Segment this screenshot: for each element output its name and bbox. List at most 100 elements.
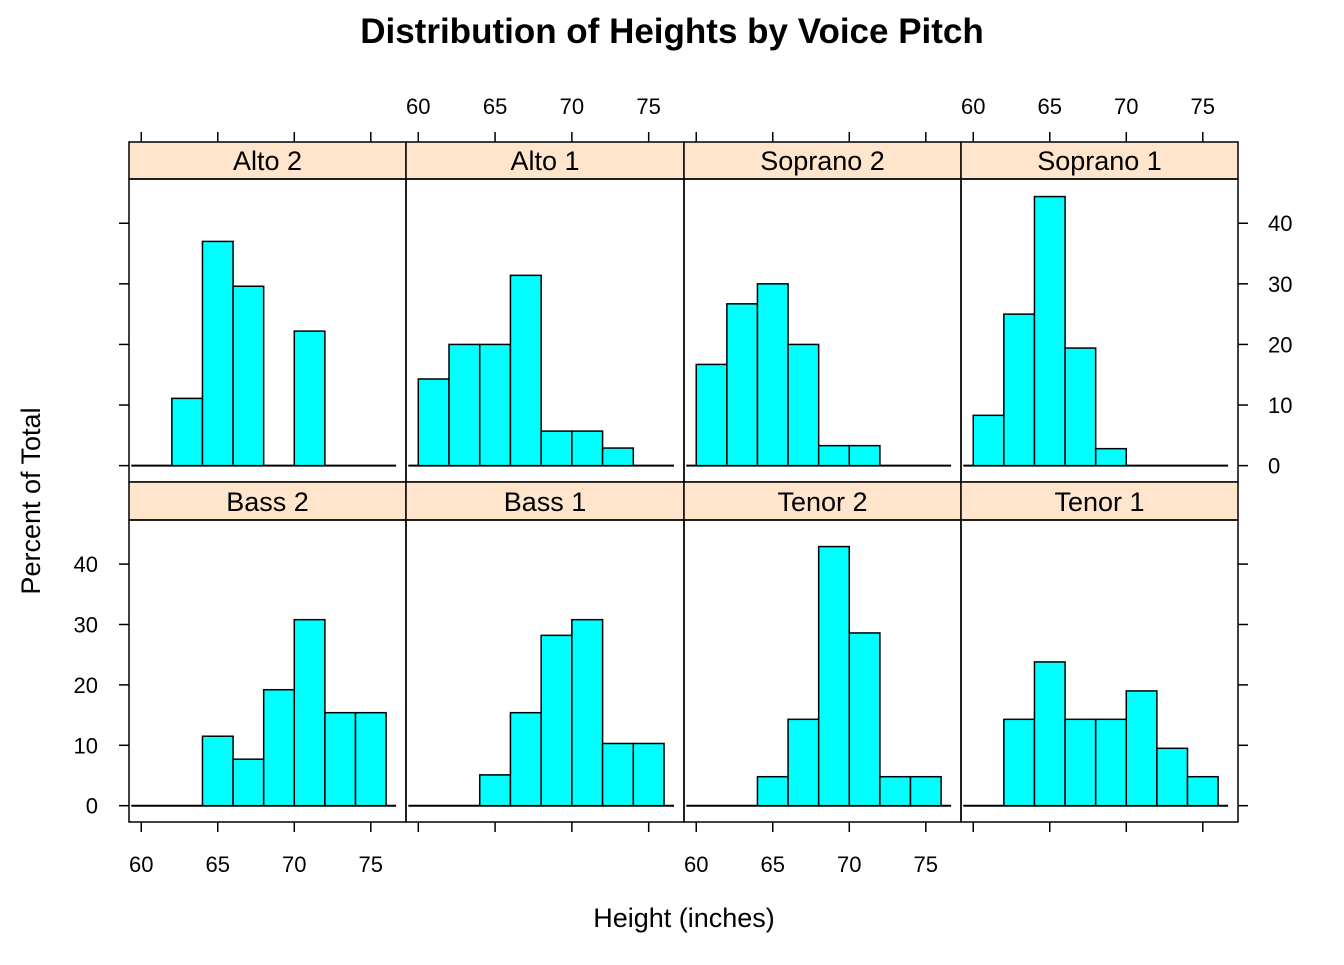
- x-tick-label: 60: [961, 94, 985, 119]
- bar-tenor-2-74: [909, 775, 942, 807]
- bar-alto-1-60: [417, 378, 450, 467]
- y-tick-label: 30: [1268, 272, 1292, 297]
- bar-tenor-1-66: [1064, 718, 1097, 807]
- bar-tenor-1-70: [1125, 690, 1158, 807]
- panel-alto-1: Alto 1 60 65 70 75: [405, 94, 685, 483]
- bar-bass-1-66: [509, 711, 542, 807]
- bar-alto-2-64: [201, 240, 234, 467]
- bar-tenor-1-74: [1186, 775, 1219, 807]
- x-tick-label: 60: [129, 852, 153, 877]
- y-tick-label: 20: [1268, 332, 1292, 357]
- bar-bass-2-74: [354, 711, 387, 807]
- panel-frame-tenor-1: [960, 519, 1239, 823]
- bar-tenor-2-68: [817, 545, 851, 807]
- bar-bass-1-64: [478, 774, 512, 807]
- y-tick-label: 40: [74, 552, 98, 577]
- strip-soprano-2: [683, 141, 962, 180]
- panel-frame-alto-2: [128, 178, 407, 483]
- bar-alto-1-66: [509, 274, 542, 467]
- bar-soprano-1-62: [1003, 313, 1036, 467]
- panel-tenor-2: Tenor 2 60 65 70 75: [683, 481, 962, 877]
- bar-soprano-1-66: [1064, 347, 1097, 467]
- bar-soprano-1-68: [1094, 447, 1128, 467]
- y-tick-label: 10: [74, 733, 98, 758]
- bar-tenor-1-72: [1156, 747, 1189, 807]
- bar-alto-1-68: [540, 430, 573, 467]
- x-tick-label: 75: [914, 852, 938, 877]
- bar-bass-2-64: [201, 735, 234, 807]
- bar-tenor-2-70: [848, 632, 881, 807]
- bar-bass-1-72: [601, 742, 635, 807]
- x-axis-title: Height (inches): [593, 903, 775, 933]
- strip-label-soprano-2: Soprano 2: [760, 146, 885, 176]
- bar-alto-1-64: [478, 343, 512, 467]
- bar-soprano-1-64: [1033, 195, 1066, 467]
- x-tick-label: 60: [406, 94, 430, 119]
- strip-alto-2: [128, 141, 407, 180]
- panel-alto-2: Alto 2: [119, 132, 407, 483]
- bar-soprano-2-66: [787, 343, 820, 467]
- y-axis-title: Percent of Total: [16, 407, 46, 594]
- x-tick-label: 70: [837, 852, 861, 877]
- bar-bass-2-68: [262, 688, 296, 807]
- x-tick-label: 75: [1191, 94, 1215, 119]
- y-tick-label: 20: [74, 673, 98, 698]
- strip-label-soprano-1: Soprano 1: [1037, 146, 1162, 176]
- y-tick-label: 40: [1268, 211, 1292, 236]
- y-tick-label: 0: [86, 794, 98, 819]
- x-tick-label: 70: [560, 94, 584, 119]
- strip-label-bass-1: Bass 1: [504, 487, 587, 517]
- bar-soprano-2-62: [726, 303, 759, 467]
- x-tick-label: 75: [636, 94, 660, 119]
- bar-bass-2-66: [232, 758, 265, 807]
- bar-alto-1-70: [571, 430, 604, 467]
- bar-alto-2-62: [171, 397, 204, 467]
- strip-label-tenor-1: Tenor 1: [1054, 487, 1144, 517]
- strip-label-alto-1: Alto 1: [510, 146, 579, 176]
- bar-bass-1-68: [540, 634, 573, 807]
- bar-tenor-1-62: [1003, 718, 1036, 807]
- y-tick-label: 0: [1268, 454, 1280, 479]
- bar-soprano-1-60: [972, 414, 1005, 467]
- x-tick-label: 65: [483, 94, 507, 119]
- bar-bass-1-70: [571, 618, 604, 807]
- panel-soprano-2: Soprano 2: [683, 132, 962, 483]
- bar-soprano-2-70: [848, 444, 881, 467]
- bar-alto-2-70: [293, 330, 326, 467]
- strip-soprano-1: [960, 141, 1239, 180]
- x-tick-label: 70: [282, 852, 306, 877]
- bar-alto-1-62: [448, 343, 481, 467]
- panel-bass-1: Bass 1: [405, 481, 685, 832]
- x-tick-label: 65: [761, 852, 785, 877]
- strip-tenor-2: [683, 481, 962, 521]
- panels-group: Alto 2 Alto 1 60 65 70 75 Soprano 2 Soprano 1 60…: [74, 94, 1293, 877]
- strip-label-tenor-2: Tenor 2: [777, 487, 867, 517]
- strip-tenor-1: [960, 481, 1239, 521]
- bar-soprano-2-60: [695, 363, 728, 467]
- x-tick-label: 75: [359, 852, 383, 877]
- x-tick-label: 65: [206, 852, 230, 877]
- y-tick-label: 30: [74, 612, 98, 637]
- bar-alto-1-72: [601, 447, 635, 467]
- panel-bass-2: Bass 2 60 65 70 75 0 10 20 30 40: [74, 481, 407, 877]
- x-tick-label: 65: [1038, 94, 1062, 119]
- panel-tenor-1: Tenor 1: [960, 481, 1248, 832]
- x-tick-label: 60: [684, 852, 708, 877]
- strip-label-bass-2: Bass 2: [226, 487, 309, 517]
- bar-bass-2-70: [293, 618, 326, 807]
- bar-tenor-2-64: [756, 775, 789, 807]
- bar-tenor-1-68: [1094, 718, 1128, 807]
- x-tick-label: 70: [1114, 94, 1138, 119]
- strip-label-alto-2: Alto 2: [233, 146, 302, 176]
- bar-bass-2-72: [324, 711, 357, 807]
- bar-tenor-1-64: [1033, 661, 1066, 807]
- strip-alto-1: [405, 141, 685, 180]
- bar-tenor-2-72: [879, 775, 912, 807]
- y-tick-label: 10: [1268, 393, 1292, 418]
- chart-title: Distribution of Heights by Voice Pitch: [360, 12, 984, 51]
- strip-bass-1: [405, 481, 685, 521]
- bar-tenor-2-66: [787, 718, 820, 807]
- bar-alto-2-66: [232, 285, 265, 467]
